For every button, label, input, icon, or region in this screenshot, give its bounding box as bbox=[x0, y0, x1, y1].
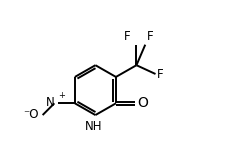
Text: N: N bbox=[46, 96, 55, 109]
Text: +: + bbox=[58, 91, 65, 100]
Text: F: F bbox=[146, 30, 153, 43]
Text: F: F bbox=[124, 30, 130, 43]
Text: F: F bbox=[156, 67, 163, 81]
Text: ⁻O: ⁻O bbox=[23, 108, 39, 121]
Text: O: O bbox=[137, 96, 147, 110]
Text: NH: NH bbox=[85, 120, 102, 133]
